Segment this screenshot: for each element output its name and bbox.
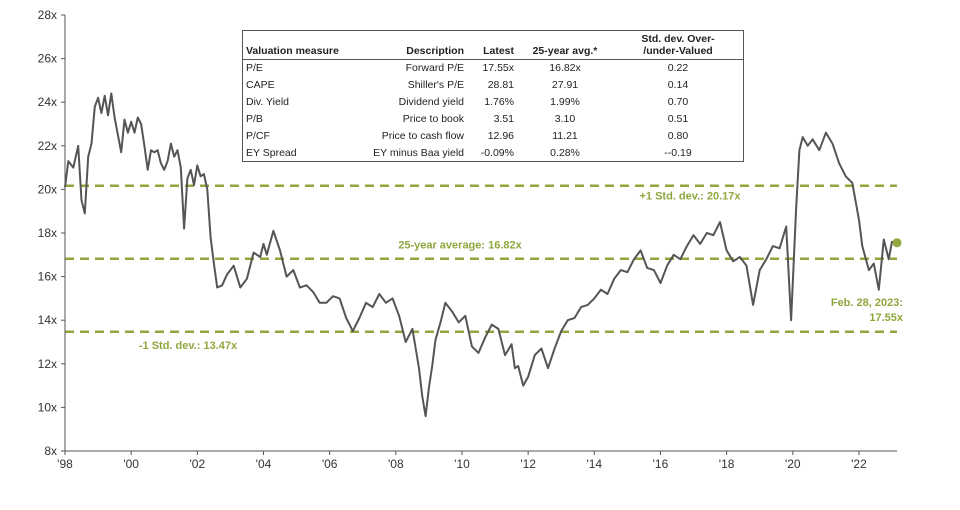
table-cell: P/CF [246,130,270,142]
table-cell: 12.96 [487,130,514,142]
table-cell: P/B [246,113,263,125]
table-cell: 27.91 [551,79,579,91]
table-cell: 0.22 [667,62,689,74]
reference-line-label: 25-year average: 16.82x [398,240,522,252]
reference-line-label: +1 Std. dev.: 20.17x [640,191,742,203]
table-header-cell: 25-year avg.* [517,31,613,60]
table-cell: 11.21 [552,130,578,142]
table-cell: 0.80 [667,130,689,142]
x-tick-label: '10 [454,457,470,471]
table-body: P/E Forward P/E 17.55x 16.82x 0.22 CAPE Shille… [243,60,743,163]
table-cell: Dividend yield [398,96,464,108]
x-tick-label: '06 [322,457,338,471]
y-axis-ticks: 8x 10x 12x 14x 16x 18x 20x 22x 24x 26x 28x [38,8,65,458]
table-header-cell: Std. dev. Over- /under-Valued [613,31,743,60]
table-cell: P/E [246,62,263,74]
y-tick-label: 24x [38,95,57,109]
table-cell: 28.81 [487,79,514,91]
x-tick-label: '04 [256,457,272,471]
table-cell: 0.14 [667,79,689,91]
table-row: P/CF Price to cash flow 12.96 11.21 0.80 [243,128,743,145]
y-tick-label: 22x [38,139,57,153]
table-cell: Shiller's P/E [407,79,464,91]
latest-annotation-value: 17.55x [869,312,904,324]
table-cell: -0.09% [480,147,514,159]
table-cell: Div. Yield [246,96,289,108]
y-tick-label: 12x [38,357,57,371]
x-tick-label: '98 [57,457,73,471]
series-group [64,92,898,418]
table-row: EY Spread EY minus Baa yield -0.09% 0.28% --… [243,145,743,162]
y-tick-label: 18x [38,226,57,240]
table-cell: --0.19 [664,147,692,159]
table-header-cell: Valuation measure [243,31,349,60]
table-cell: Price to book [402,113,464,125]
table-cell: 0.28% [550,147,580,159]
latest-annotation-date: Feb. 28, 2023: [831,297,903,309]
x-tick-label: '20 [785,457,801,471]
x-tick-label: '00 [123,457,139,471]
x-tick-label: '08 [388,457,404,471]
table-cell: 0.70 [667,96,689,108]
table-row: P/B Price to book 3.51 3.10 0.51 [243,111,743,128]
x-tick-label: '02 [190,457,206,471]
reference-lines: +1 Std. dev.: 20.17x 25-year average: 16.… [65,184,897,352]
x-axis-ticks: '98 '00 '02 '04 '06 '08 '10 '12 '14 '16 '18 '20 '22 [57,451,867,471]
y-tick-label: 14x [38,313,57,327]
y-tick-label: 10x [38,400,57,414]
x-tick-label: '16 [653,457,669,471]
table-cell: Price to cash flow [381,130,464,142]
table-cell: 1.76% [484,96,514,108]
latest-point-marker [892,238,902,248]
table-cell: 1.99% [550,96,580,108]
reference-line-label: -1 Std. dev.: 13.47x [139,340,238,352]
table-header-cell: Description [349,31,467,60]
y-tick-label: 26x [38,52,57,66]
x-tick-label: '18 [719,457,735,471]
y-tick-label: 8x [44,444,57,458]
table-cell: 0.51 [667,113,689,125]
table-cell: EY Spread [246,147,297,159]
table-cell: 16.82x [549,62,581,74]
table-header-row: Valuation measure Description Latest 25-yea… [243,31,743,60]
table-cell: CAPE [246,79,275,91]
table-cell: 17.55x [482,62,514,74]
table-cell: 3.10 [554,113,576,125]
pe-series-line [64,92,898,418]
table-row: Div. Yield Dividend yield 1.76% 1.99% 0.70 [243,94,743,111]
y-tick-label: 16x [38,270,57,284]
x-tick-label: '22 [851,457,867,471]
x-tick-label: '12 [520,457,536,471]
table-cell: EY minus Baa yield [373,147,464,159]
table-header-cell: Latest [467,31,517,60]
table-cell: Forward P/E [405,62,464,74]
annotation-group: Feb. 28, 2023: 17.55x [831,238,904,324]
valuation-table: Valuation measure Description Latest 25-yea… [242,30,744,162]
table-row: CAPE Shiller's P/E 28.81 27.91 0.14 [243,77,743,94]
table-row: P/E Forward P/E 17.55x 16.82x 0.22 [243,60,743,78]
axes [64,15,897,452]
y-tick-label: 20x [38,182,57,196]
x-tick-label: '14 [586,457,602,471]
table-cell: 3.51 [493,113,514,125]
y-tick-label: 28x [38,8,57,22]
